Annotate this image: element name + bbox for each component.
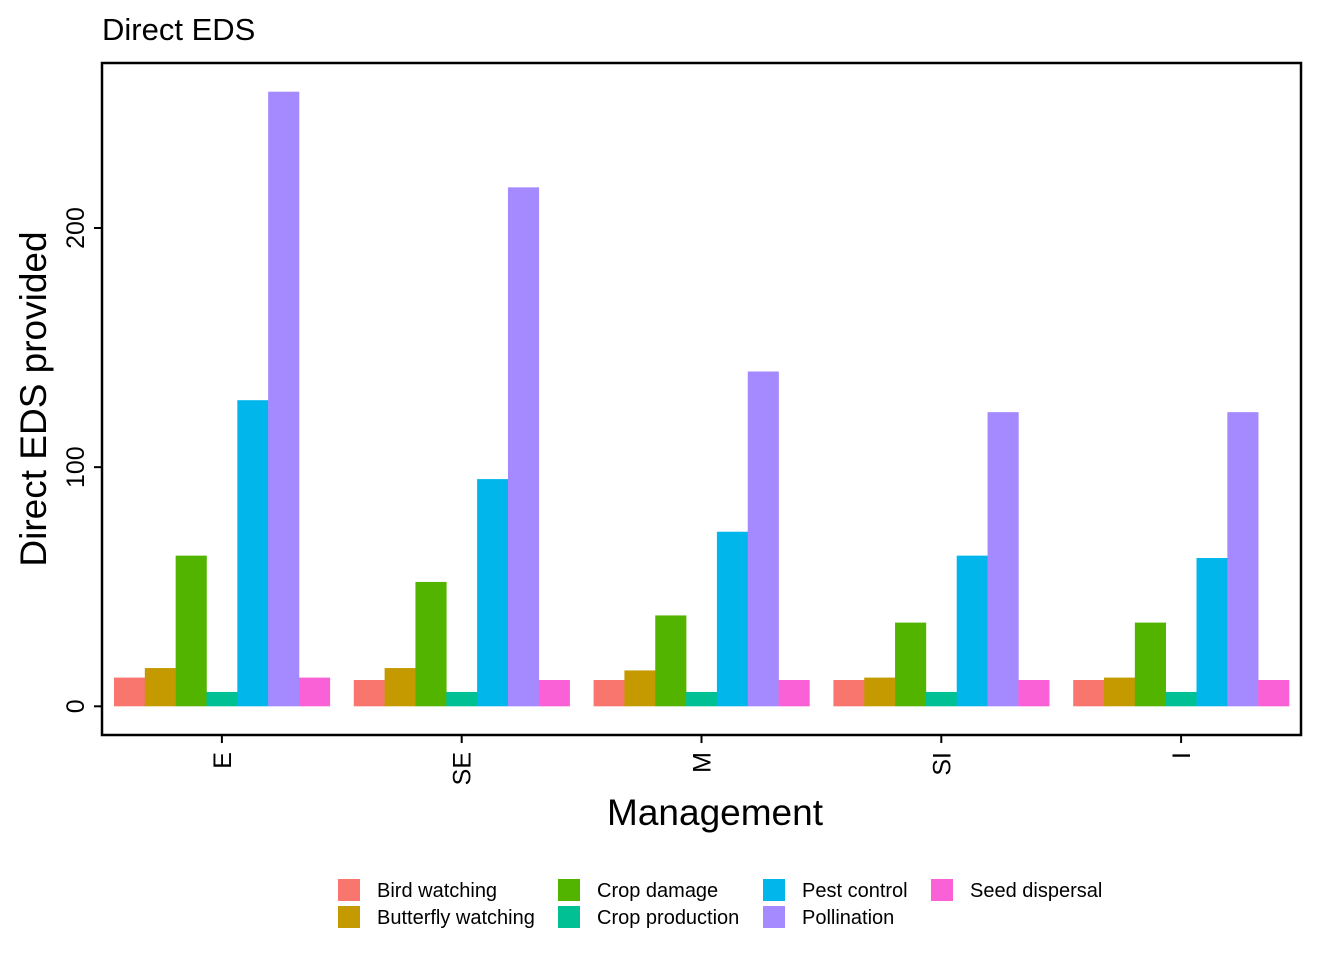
x-tick-label: I <box>1168 752 1196 759</box>
bar-se-pollination <box>507 187 540 707</box>
legend-label: Pest control <box>802 880 908 902</box>
legend-key <box>558 906 580 928</box>
y-axis: 0 100 200 <box>62 207 102 713</box>
legend-label: Butterfly watching <box>377 907 535 929</box>
bar-m-crop-production <box>686 691 718 707</box>
x-axis-title: Management <box>607 792 824 833</box>
bar-si-pollination <box>987 412 1019 707</box>
bar-e-pest-control <box>237 400 269 707</box>
x-axis: E SE M SI I <box>209 735 1196 785</box>
bar-i-crop-production <box>1165 691 1197 707</box>
y-tick-label: 100 <box>62 446 90 488</box>
bar-e-butterfly-watching <box>144 668 176 707</box>
legend-key <box>931 879 953 901</box>
legend-label: Pollination <box>802 907 894 929</box>
legend-key <box>558 879 580 901</box>
bar-e-crop-damage <box>175 555 207 707</box>
bar-m-crop-damage <box>655 615 687 707</box>
x-tick-label: M <box>689 752 717 773</box>
bars <box>113 91 1290 707</box>
legend-label: Bird watching <box>377 880 497 902</box>
bar-m-pollination <box>747 371 779 707</box>
legend-key <box>338 879 360 901</box>
y-axis-title: Direct EDS provided <box>13 231 54 566</box>
chart-title: Direct EDS <box>102 12 255 47</box>
legend-label: Crop production <box>597 907 739 929</box>
legend-item-crop-damage: Crop damage <box>558 879 718 902</box>
bar-si-butterfly-watching <box>864 677 896 707</box>
x-tick-label: E <box>209 752 237 769</box>
bar-se-butterfly-watching <box>384 668 416 707</box>
bar-i-bird-watching <box>1073 680 1105 707</box>
legend-item-crop-production: Crop production <box>558 906 739 929</box>
bar-m-pest-control <box>716 531 749 707</box>
bar-si-crop-production <box>925 691 958 707</box>
legend-item-seed-dispersal: Seed dispersal <box>931 879 1102 902</box>
bar-si-pest-control <box>956 555 988 707</box>
bar-e-pollination <box>268 91 300 707</box>
legend-key <box>763 879 785 901</box>
x-tick-label: SI <box>928 752 956 776</box>
legend: Bird watching Butterfly watching Crop dama… <box>338 879 1102 929</box>
bar-i-pollination <box>1227 412 1259 707</box>
bar-e-bird-watching <box>113 677 146 707</box>
bar-se-bird-watching <box>353 680 385 707</box>
bar-se-crop-production <box>446 691 478 707</box>
bar-i-seed-dispersal <box>1258 680 1290 707</box>
bar-i-butterfly-watching <box>1104 677 1136 707</box>
bar-si-crop-damage <box>895 622 927 707</box>
x-tick-label: SE <box>449 752 477 785</box>
bar-e-crop-production <box>206 691 238 707</box>
legend-item-bird-watching: Bird watching <box>338 879 497 902</box>
legend-label: Seed dispersal <box>970 880 1102 902</box>
bar-i-pest-control <box>1196 558 1228 707</box>
legend-label: Crop damage <box>597 880 718 902</box>
bar-si-seed-dispersal <box>1018 680 1050 707</box>
bar-se-seed-dispersal <box>538 680 570 707</box>
bar-e-seed-dispersal <box>298 677 331 707</box>
legend-item-pest-control: Pest control <box>763 879 908 902</box>
bar-si-bird-watching <box>833 680 865 707</box>
bar-m-butterfly-watching <box>624 670 656 707</box>
legend-item-butterfly-watching: Butterfly watching <box>338 906 535 929</box>
bar-se-pest-control <box>477 479 509 707</box>
y-tick-label: 0 <box>62 699 90 713</box>
bar-m-bird-watching <box>593 680 625 707</box>
bar-se-crop-damage <box>415 581 447 707</box>
legend-key <box>763 906 785 928</box>
bar-m-seed-dispersal <box>778 680 810 707</box>
legend-key <box>338 906 360 928</box>
y-tick-label: 200 <box>62 207 90 249</box>
legend-item-pollination: Pollination <box>763 906 894 929</box>
bar-i-crop-damage <box>1134 622 1166 707</box>
